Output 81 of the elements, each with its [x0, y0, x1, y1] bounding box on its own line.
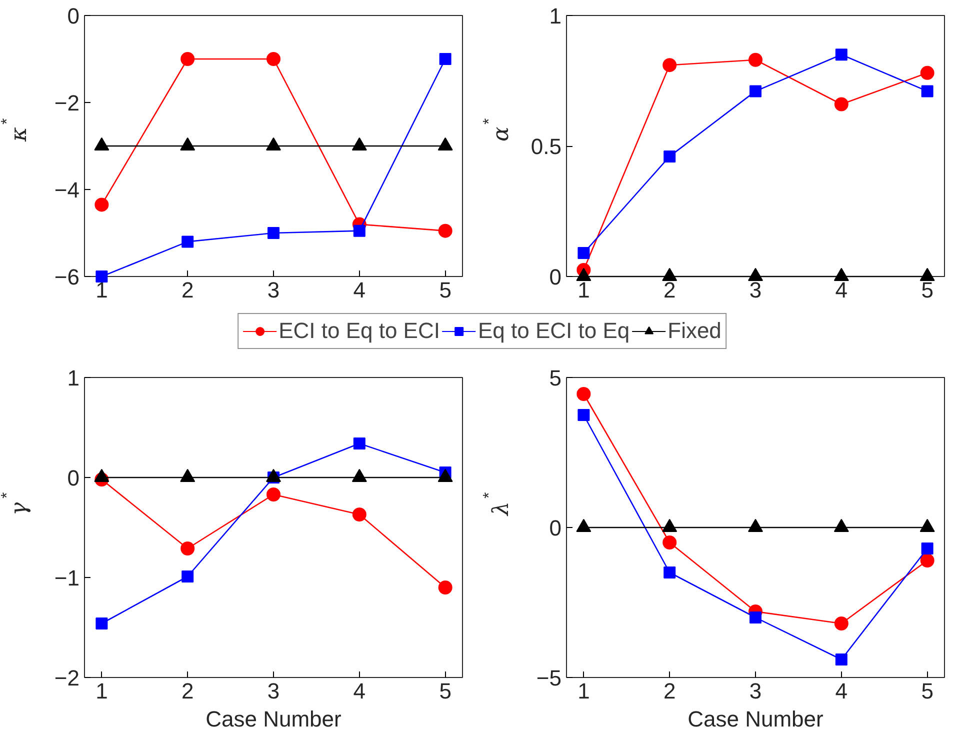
point — [834, 97, 848, 112]
legend-label: Fixed — [668, 318, 722, 344]
point — [664, 566, 676, 578]
point — [662, 536, 677, 550]
point — [576, 387, 591, 401]
point — [835, 654, 848, 666]
y-tick-label: 0 — [67, 466, 80, 490]
y-tick-label: 0 — [67, 4, 80, 28]
point — [921, 542, 934, 554]
point — [268, 227, 280, 239]
y-tick-label: −6 — [54, 264, 80, 290]
x-tick-label: 2 — [181, 278, 194, 302]
x-tick-label: 1 — [578, 678, 590, 704]
point — [748, 268, 763, 282]
x-tick-label: 5 — [439, 678, 452, 704]
point — [96, 618, 108, 630]
x-tick-label: 5 — [921, 278, 934, 302]
point — [438, 224, 452, 238]
y-tick-label: −2 — [54, 90, 80, 116]
x-tick-label: 4 — [835, 278, 848, 302]
x-tick-label: 4 — [835, 678, 848, 704]
x-tick-label: 3 — [267, 278, 280, 302]
point — [920, 554, 934, 568]
x-tick-label: 5 — [921, 678, 934, 704]
point — [748, 52, 762, 67]
y-tick-label: −2 — [54, 666, 80, 690]
point — [834, 268, 849, 282]
point — [576, 268, 592, 282]
point — [439, 53, 452, 65]
point — [353, 224, 366, 237]
y-axis-title: γ* — [0, 492, 32, 516]
point — [662, 268, 678, 282]
point — [834, 616, 848, 630]
x-tick-label: 3 — [267, 678, 280, 704]
point — [180, 52, 195, 66]
x-tick-label: 3 — [749, 278, 762, 302]
x-tick-label: 5 — [439, 278, 452, 302]
legend-label: ECI to Eq to ECI — [278, 318, 440, 344]
point — [578, 409, 590, 421]
x-tick-label: 4 — [353, 678, 366, 704]
point — [266, 52, 280, 66]
point — [662, 58, 677, 72]
point — [835, 48, 848, 61]
y-tick-label: 1 — [67, 366, 80, 390]
point — [182, 570, 194, 582]
x-tick-label: 3 — [749, 678, 762, 704]
x-tick-label: 2 — [181, 678, 194, 704]
point — [921, 85, 934, 98]
y-axis-title: λ* — [481, 492, 514, 516]
legend-label: Eq to ECI to Eq — [478, 318, 630, 344]
y-axis-title: κ* — [0, 118, 32, 143]
point — [180, 542, 195, 556]
y-tick-label: 0.5 — [530, 134, 562, 159]
point — [750, 612, 762, 624]
point — [920, 66, 934, 80]
point — [353, 438, 366, 450]
x-tick-label: 1 — [96, 678, 108, 704]
point — [94, 198, 109, 212]
x-axis-title: Case Number — [688, 706, 824, 732]
y-axis-title: α* — [481, 118, 514, 142]
x-tick-label: 2 — [663, 678, 676, 704]
y-tick-label: −5 — [536, 666, 562, 690]
y-tick-label: 0 — [549, 264, 562, 290]
x-tick-label: 1 — [96, 278, 108, 302]
point — [352, 508, 366, 522]
y-tick-label: −4 — [54, 178, 80, 202]
point — [750, 85, 762, 98]
x-tick-label: 1 — [578, 278, 590, 302]
y-tick-label: −1 — [54, 566, 80, 590]
point — [438, 580, 452, 594]
point — [664, 150, 676, 162]
y-tick-label: 1 — [549, 4, 562, 28]
point — [266, 488, 280, 502]
x-axis-title: Case Number — [206, 706, 342, 732]
y-tick-label: 0 — [549, 516, 562, 540]
point — [920, 268, 935, 282]
x-tick-label: 2 — [663, 278, 676, 302]
x-tick-label: 4 — [353, 278, 366, 302]
point — [96, 270, 108, 282]
y-tick-label: 5 — [549, 366, 562, 390]
point — [182, 236, 194, 248]
